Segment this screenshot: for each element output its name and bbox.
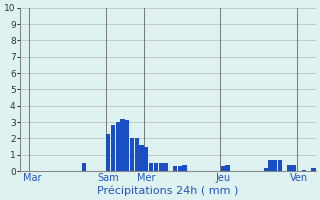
Bar: [173, 166, 177, 171]
X-axis label: Précipitations 24h ( mm ): Précipitations 24h ( mm ): [97, 185, 238, 196]
Bar: [106, 134, 110, 171]
Bar: [144, 147, 148, 171]
Bar: [292, 165, 297, 171]
Bar: [125, 120, 129, 171]
Bar: [225, 165, 230, 171]
Bar: [302, 170, 306, 171]
Bar: [149, 163, 153, 171]
Bar: [220, 166, 225, 171]
Bar: [82, 163, 86, 171]
Bar: [287, 165, 292, 171]
Bar: [278, 160, 282, 171]
Bar: [264, 168, 268, 171]
Bar: [130, 138, 134, 171]
Bar: [154, 163, 158, 171]
Bar: [158, 163, 163, 171]
Bar: [273, 160, 277, 171]
Bar: [182, 165, 187, 171]
Bar: [111, 125, 115, 171]
Bar: [163, 163, 168, 171]
Bar: [311, 168, 316, 171]
Bar: [116, 122, 120, 171]
Bar: [268, 160, 273, 171]
Bar: [178, 166, 182, 171]
Bar: [135, 138, 139, 171]
Bar: [140, 145, 144, 171]
Bar: [120, 119, 124, 171]
